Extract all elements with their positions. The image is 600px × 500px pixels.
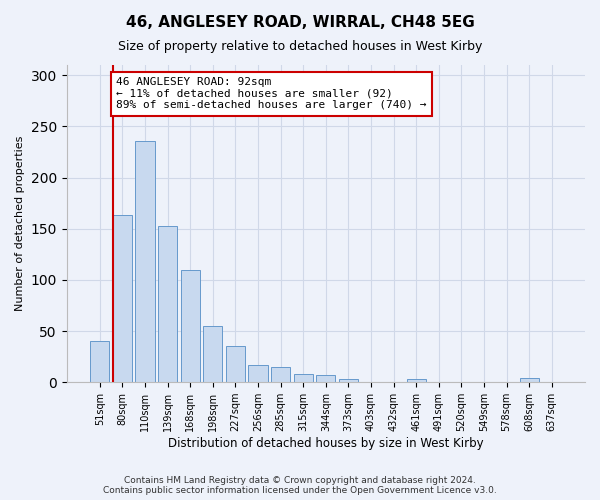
Bar xyxy=(248,365,268,382)
Bar xyxy=(407,379,426,382)
Bar xyxy=(293,374,313,382)
Bar xyxy=(226,346,245,382)
Bar xyxy=(271,367,290,382)
Bar xyxy=(181,270,200,382)
Bar xyxy=(90,342,109,382)
Bar xyxy=(316,375,335,382)
Text: Contains HM Land Registry data © Crown copyright and database right 2024.
Contai: Contains HM Land Registry data © Crown c… xyxy=(103,476,497,495)
Bar xyxy=(203,326,223,382)
X-axis label: Distribution of detached houses by size in West Kirby: Distribution of detached houses by size … xyxy=(168,437,484,450)
Text: 46, ANGLESEY ROAD, WIRRAL, CH48 5EG: 46, ANGLESEY ROAD, WIRRAL, CH48 5EG xyxy=(125,15,475,30)
Bar xyxy=(136,140,155,382)
Text: 46 ANGLESEY ROAD: 92sqm
← 11% of detached houses are smaller (92)
89% of semi-de: 46 ANGLESEY ROAD: 92sqm ← 11% of detache… xyxy=(116,78,427,110)
Bar xyxy=(113,216,132,382)
Y-axis label: Number of detached properties: Number of detached properties xyxy=(15,136,25,312)
Bar xyxy=(339,379,358,382)
Bar xyxy=(158,226,177,382)
Text: Size of property relative to detached houses in West Kirby: Size of property relative to detached ho… xyxy=(118,40,482,53)
Bar xyxy=(520,378,539,382)
